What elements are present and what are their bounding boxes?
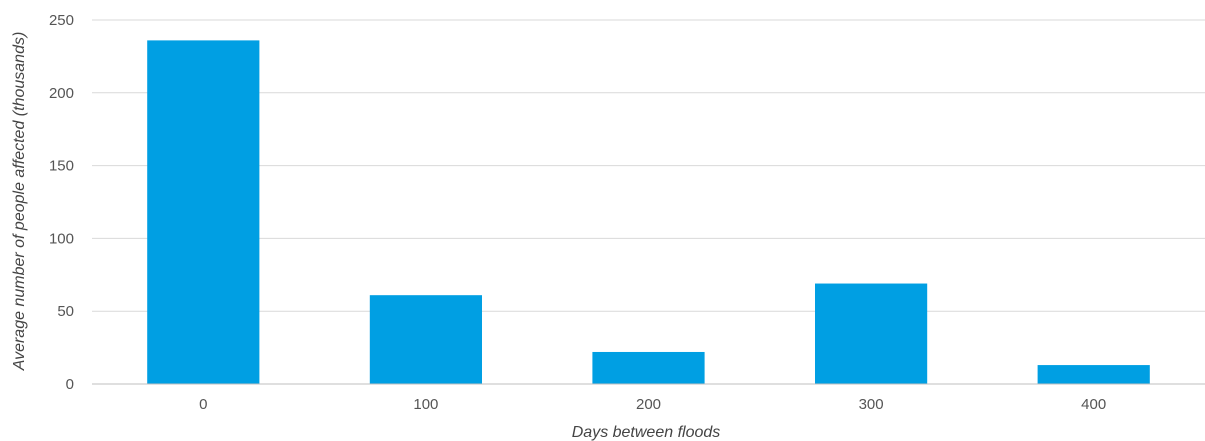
y-axis-tick-labels: 0 50 100 150 200 250 <box>49 12 74 393</box>
x-axis-tick-labels: 0 100 200 300 400 <box>199 396 1106 413</box>
x-tick-label: 0 <box>199 396 207 413</box>
bar-200 <box>592 351 705 384</box>
gridlines <box>92 19 1205 312</box>
x-tick-label: 400 <box>1081 396 1106 413</box>
x-tick-label: 100 <box>413 396 438 413</box>
bar-300 <box>815 283 928 384</box>
bars <box>147 40 1150 384</box>
y-tick-label: 0 <box>66 376 74 393</box>
x-tick-label: 200 <box>636 396 661 413</box>
x-tick-label: 300 <box>859 396 884 413</box>
y-tick-label: 100 <box>49 230 74 247</box>
y-tick-label: 200 <box>49 85 74 102</box>
bar-0 <box>147 40 260 384</box>
bar-100 <box>369 295 482 384</box>
bar-400 <box>1037 365 1150 384</box>
y-tick-label: 50 <box>57 303 74 320</box>
y-tick-label: 150 <box>49 158 74 175</box>
y-axis-title: Average number of people affected (thous… <box>11 32 28 372</box>
x-axis-title: Days between floods <box>572 424 721 441</box>
y-tick-label: 250 <box>49 12 74 29</box>
